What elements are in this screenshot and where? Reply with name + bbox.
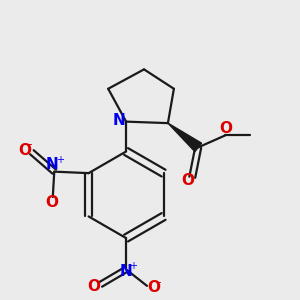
Text: +: +	[56, 155, 64, 165]
Text: -: -	[28, 138, 32, 151]
Text: O: O	[147, 280, 160, 295]
Polygon shape	[168, 123, 202, 152]
Text: O: O	[181, 173, 194, 188]
Text: N: N	[46, 157, 58, 172]
Text: O: O	[88, 279, 101, 294]
Text: N: N	[112, 112, 125, 128]
Text: N: N	[120, 264, 133, 279]
Text: O: O	[220, 122, 232, 136]
Text: O: O	[45, 195, 58, 210]
Text: -: -	[157, 276, 161, 290]
Text: O: O	[18, 143, 31, 158]
Text: +: +	[129, 261, 137, 271]
